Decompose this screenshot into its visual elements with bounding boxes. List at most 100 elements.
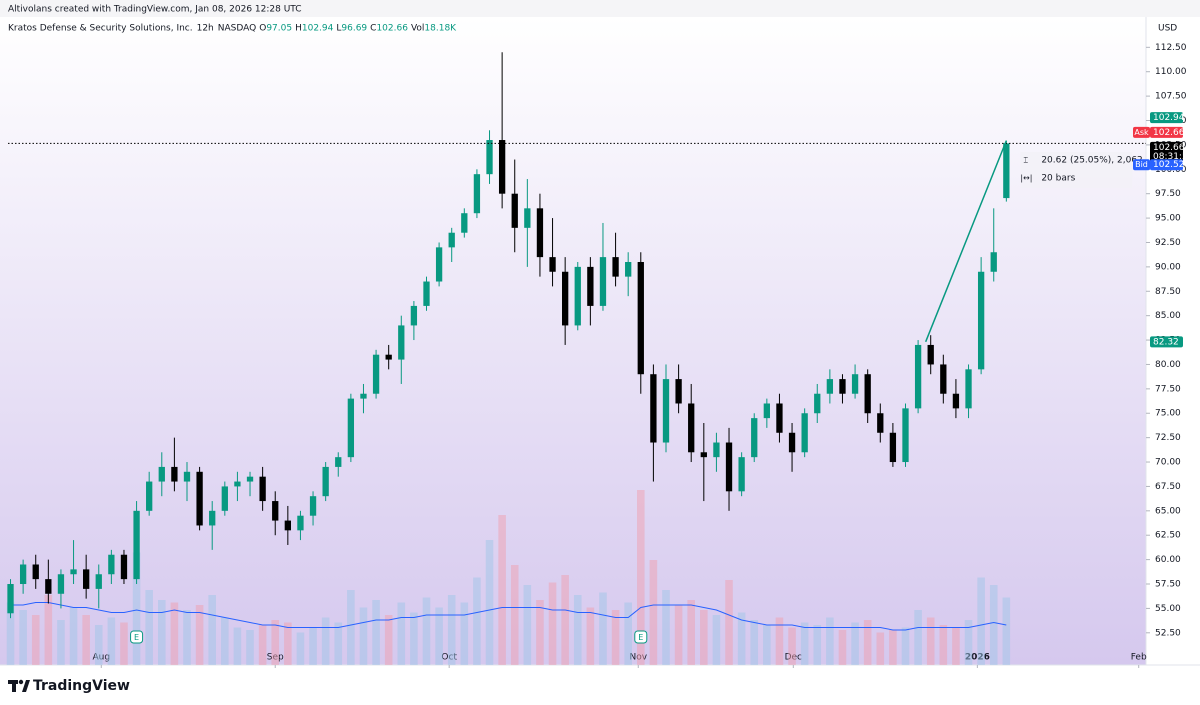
candle-body <box>473 174 481 214</box>
y-tick-label: 110.00 <box>1155 67 1187 77</box>
candle-body <box>713 442 720 458</box>
candle-body <box>902 408 909 463</box>
y-tick-label: 52.50 <box>1155 628 1181 638</box>
volume-bar <box>662 590 670 665</box>
candle-body <box>461 213 468 233</box>
volume-bar <box>296 632 305 665</box>
volume-bar <box>687 600 695 665</box>
volume-bar <box>31 615 40 665</box>
candle-body <box>385 354 392 360</box>
price-marker-label: 102.52 <box>1153 160 1185 170</box>
candle-body <box>1003 143 1010 199</box>
measure-text: 20.62 (25.05%), 2,062 <box>1041 156 1142 166</box>
volume-bar <box>763 625 771 665</box>
y-tick-label: 90.00 <box>1155 262 1181 272</box>
candle-body <box>688 403 695 453</box>
legend-key: C <box>370 24 376 34</box>
earnings-marker <box>130 630 144 644</box>
candle-body <box>524 208 531 228</box>
candle-body <box>284 520 291 531</box>
y-tick-label: 60.00 <box>1155 555 1181 565</box>
volume-bar <box>170 602 179 665</box>
candle-body <box>32 564 39 580</box>
volume-bar <box>372 600 380 665</box>
measure-bars: 20 bars <box>1041 174 1075 184</box>
candle-body <box>309 496 317 516</box>
y-tick-label: 55.00 <box>1155 604 1181 614</box>
price-marker-label: 102.66 <box>1153 128 1185 138</box>
candle-body <box>259 476 266 502</box>
volume-bar <box>876 632 885 665</box>
y-tick-label: 62.50 <box>1155 531 1181 541</box>
candle-body <box>133 510 140 580</box>
volume-bar <box>120 622 128 665</box>
volume-bar <box>674 605 683 665</box>
candle-body <box>851 374 859 394</box>
price-marker-sub: 08:31:58 <box>1153 152 1194 162</box>
candle-body <box>322 466 329 497</box>
candle-body <box>360 393 367 399</box>
volume-bar <box>347 590 355 665</box>
volume-bar <box>145 590 153 665</box>
volume-bar <box>586 607 595 665</box>
candle-body <box>297 515 304 531</box>
candle-body <box>146 481 153 511</box>
y-tick-label: 95.00 <box>1155 214 1181 224</box>
volume-bar <box>775 617 784 665</box>
candle-body <box>498 140 506 194</box>
candle-body <box>196 471 203 526</box>
candle-body <box>788 432 796 453</box>
logo-icon <box>12 684 16 692</box>
candle-body <box>927 344 934 365</box>
candle-body <box>95 574 102 589</box>
candle-body <box>587 266 594 306</box>
volume-bar <box>258 625 267 665</box>
candle-body <box>625 261 632 277</box>
candle-body <box>675 379 682 404</box>
logo-text: TradingView <box>33 678 130 694</box>
volume-bar <box>624 602 632 665</box>
volume-bar <box>422 597 431 665</box>
volume-bar <box>321 617 330 665</box>
volume-bar <box>788 627 796 665</box>
volume-bar <box>6 602 15 665</box>
earnings-label: E <box>638 633 643 642</box>
candle-body <box>83 569 90 589</box>
volume-bar <box>435 607 443 665</box>
y-tick-label: 65.00 <box>1155 506 1181 516</box>
y-tick-label: 67.50 <box>1155 482 1181 492</box>
candle-body <box>599 257 607 306</box>
candle-body <box>574 266 581 326</box>
price-marker-label: 82.32 <box>1153 337 1179 347</box>
candle-body <box>952 393 960 409</box>
y-tick-label: 70.00 <box>1155 458 1181 468</box>
candle-body <box>889 432 897 463</box>
volume-bar <box>460 602 469 665</box>
candle-body <box>19 564 27 585</box>
volume-bar <box>737 612 746 665</box>
candle-body <box>700 452 707 458</box>
price-marker-label: 102.94 <box>1153 113 1185 123</box>
y-tick-label: 77.50 <box>1155 384 1181 394</box>
measure-icon: ⌶ <box>1023 156 1028 165</box>
candle-body <box>637 261 644 375</box>
y-tick-label: 112.50 <box>1155 43 1187 53</box>
y-tick-label: 72.50 <box>1155 433 1181 443</box>
candle-body <box>751 418 758 458</box>
candle-body <box>209 510 216 526</box>
volume-bar <box>750 620 759 665</box>
volume-bar <box>800 622 809 665</box>
y-tick-label: 85.00 <box>1155 311 1181 321</box>
legend-interval: 12h <box>197 24 214 34</box>
volume-bar <box>334 622 343 665</box>
volume-bar <box>725 580 733 665</box>
candle-body <box>877 413 884 433</box>
volume-bar <box>926 617 935 665</box>
logo-icon <box>22 680 30 692</box>
candle-body <box>398 325 405 360</box>
y-tick-label: 57.50 <box>1155 580 1181 590</box>
candle-body <box>234 481 241 487</box>
candle-body <box>57 574 65 594</box>
volume-ma <box>10 602 1007 631</box>
volume-bar <box>700 610 708 665</box>
